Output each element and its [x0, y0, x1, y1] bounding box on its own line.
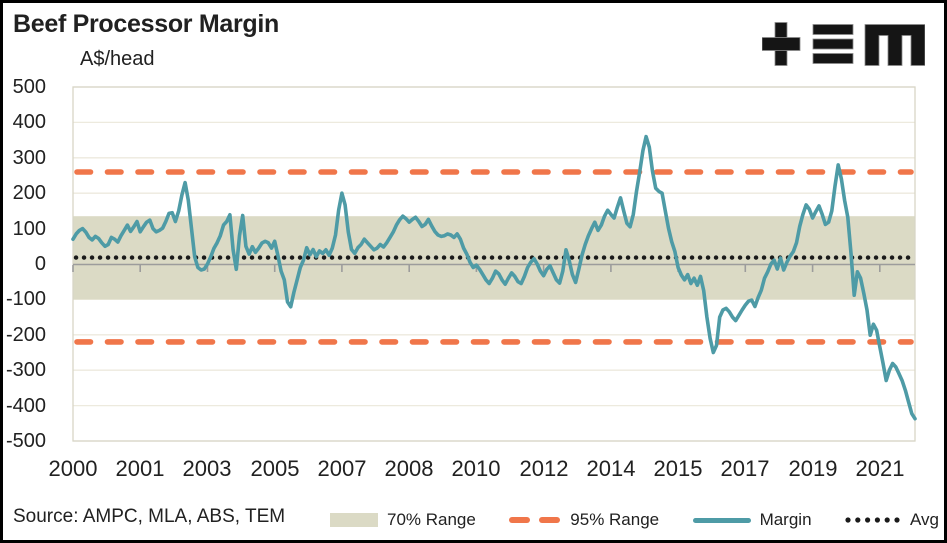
legend: 70% Range 95% Range Margin Avg	[330, 504, 939, 536]
legend-label: 70% Range	[387, 510, 476, 529]
legend-item-95-range: 95% Range	[509, 510, 659, 530]
legend-label: 95% Range	[570, 510, 660, 529]
legend-item-margin: Margin	[692, 510, 812, 530]
legend-label: Margin	[759, 510, 812, 529]
legend-item-avg: Avg	[845, 510, 939, 530]
legend-item-70-range: 70% Range	[330, 510, 476, 530]
tem-logo	[762, 22, 925, 66]
page-title: Beef Processor Margin	[13, 10, 280, 38]
band-swatch-icon	[330, 513, 378, 527]
margin-line	[71, 134, 917, 421]
y-axis-units-label: A$/head	[80, 48, 155, 70]
tem-logo-shapes	[762, 22, 925, 66]
legend-label: Avg	[909, 510, 939, 529]
source-note: Source: AMPC, MLA, ABS, TEM	[13, 506, 286, 527]
dashed-line-swatch-icon	[509, 517, 561, 523]
plot-area	[71, 86, 917, 442]
dotted-line-swatch-icon	[845, 517, 900, 523]
line-swatch-icon	[692, 517, 751, 523]
